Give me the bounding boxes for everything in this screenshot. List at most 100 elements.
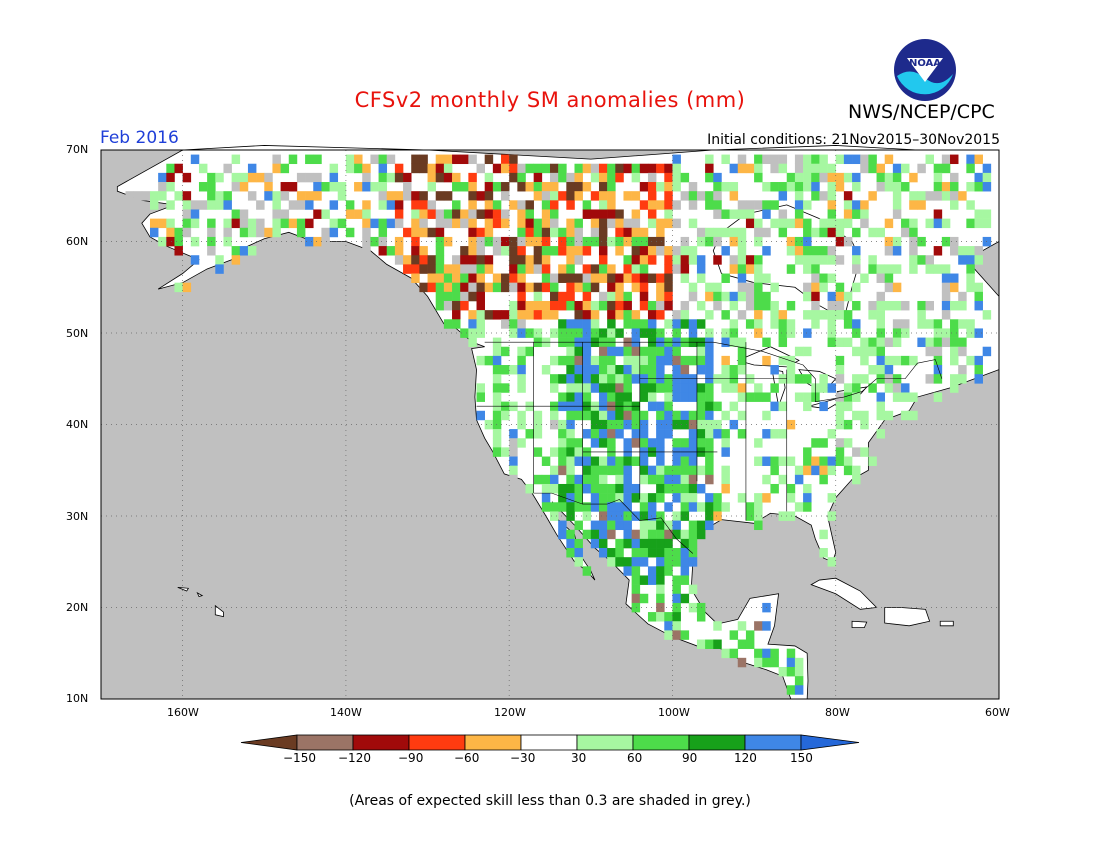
anomaly-cell <box>460 328 469 338</box>
anomaly-cell <box>517 246 526 256</box>
anomaly-cell <box>680 548 690 558</box>
anomaly-cell <box>501 282 510 293</box>
anomaly-cell <box>688 520 698 531</box>
anomaly-cell <box>615 392 624 402</box>
anomaly-cell <box>541 163 551 174</box>
anomaly-cell <box>843 310 853 320</box>
anomaly-cell <box>794 502 804 512</box>
anomaly-cell <box>558 447 567 457</box>
anomaly-cell <box>737 383 747 393</box>
anomaly-cell <box>819 246 828 256</box>
anomaly-cell <box>615 346 624 357</box>
anomaly-cell <box>647 300 657 311</box>
anomaly-cell <box>754 511 763 521</box>
anomaly-cell <box>778 209 788 219</box>
anomaly-cell <box>509 172 518 183</box>
anomaly-cell <box>435 300 445 311</box>
anomaly-cell <box>656 511 665 521</box>
anomaly-cell <box>566 191 575 201</box>
anomaly-cell <box>574 282 583 293</box>
anomaly-cell <box>705 227 714 238</box>
anomaly-cell <box>582 246 592 256</box>
anomaly-cell <box>835 182 845 192</box>
anomaly-cell <box>884 218 894 229</box>
anomaly-cell <box>688 255 698 265</box>
anomaly-cell <box>843 236 853 247</box>
anomaly-cell <box>533 447 543 457</box>
skill-footnote: (Areas of expected skill less than 0.3 a… <box>349 793 751 809</box>
anomaly-cell <box>754 163 763 174</box>
anomaly-cell <box>452 182 461 192</box>
anomaly-cell <box>696 300 706 311</box>
anomaly-cell <box>321 236 330 247</box>
anomaly-cell <box>207 172 216 183</box>
anomaly-cell <box>582 163 592 174</box>
anomaly-cell <box>582 502 592 512</box>
colorbar-swatch <box>688 734 746 751</box>
anomaly-cell <box>909 392 918 402</box>
anomaly-cell <box>827 557 837 567</box>
anomaly-cell <box>974 328 983 338</box>
anomaly-cell <box>664 392 673 402</box>
anomaly-cell <box>696 273 706 283</box>
anomaly-cell <box>550 182 559 192</box>
anomaly-cell <box>664 346 673 357</box>
anomaly-cell <box>647 191 657 201</box>
anomaly-cell <box>484 154 494 165</box>
anomaly-cell <box>631 346 641 357</box>
anomaly-cell <box>574 520 583 531</box>
anomaly-cell <box>794 657 804 668</box>
anomaly-cell <box>778 191 788 201</box>
anomaly-cell <box>476 246 485 256</box>
anomaly-cell <box>231 218 241 229</box>
anomaly-cell <box>501 319 510 329</box>
anomaly-cell <box>754 264 763 274</box>
anomaly-cell <box>745 639 755 649</box>
anomaly-cell <box>566 383 575 393</box>
anomaly-cell <box>770 282 779 293</box>
anomaly-cell <box>452 255 461 265</box>
anomaly-cell <box>672 593 681 604</box>
anomaly-cell <box>688 557 698 567</box>
anomaly-cell <box>745 300 755 311</box>
anomaly-cell <box>688 584 698 595</box>
anomaly-cell <box>941 191 951 201</box>
anomaly-cell <box>696 255 706 265</box>
anomaly-cell <box>550 246 559 256</box>
anomaly-cell <box>598 172 608 183</box>
anomaly-cell <box>713 191 722 201</box>
lon-label-160w: 160W <box>167 706 199 719</box>
anomaly-cell <box>827 383 837 393</box>
anomaly-cell <box>239 172 249 183</box>
anomaly-cell <box>394 218 404 229</box>
anomaly-cell <box>558 438 567 448</box>
soil-moisture-map <box>100 145 1000 700</box>
anomaly-cell <box>884 246 894 256</box>
anomaly-cell <box>656 602 665 613</box>
anomaly-cell <box>794 154 804 165</box>
anomaly-cell <box>476 319 485 329</box>
anomaly-cell <box>615 474 624 485</box>
anomaly-cell <box>729 182 739 192</box>
anomaly-cell <box>647 502 657 512</box>
anomaly-cell <box>468 218 477 229</box>
anomaly-cell <box>574 227 583 238</box>
anomaly-cell <box>688 355 698 366</box>
colorbar-tick: 120 <box>734 751 757 765</box>
anomaly-cell <box>574 255 583 265</box>
anomaly-cell <box>811 319 820 329</box>
anomaly-cell <box>207 182 216 192</box>
anomaly-cell <box>656 438 665 448</box>
anomaly-cell <box>672 365 681 375</box>
anomaly-cell <box>419 227 428 238</box>
anomaly-cell <box>680 511 690 521</box>
anomaly-cell <box>892 300 902 311</box>
anomaly-cell <box>598 227 608 238</box>
anomaly-cell <box>762 429 771 439</box>
anomaly-cell <box>598 520 608 531</box>
anomaly-cell <box>615 227 624 238</box>
anomaly-cell <box>607 319 616 329</box>
anomaly-cell <box>819 191 828 201</box>
colorbar-tick: 60 <box>627 751 643 765</box>
anomaly-cell <box>354 209 363 219</box>
